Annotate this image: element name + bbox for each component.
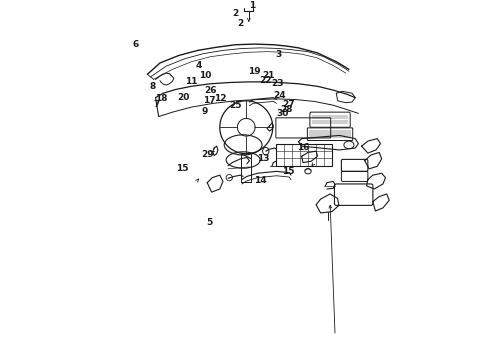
Text: 17: 17: [203, 96, 216, 105]
Text: 23: 23: [271, 80, 284, 89]
Text: 10: 10: [199, 72, 211, 81]
Text: 1: 1: [249, 1, 255, 10]
Text: 15: 15: [282, 167, 294, 176]
Text: 24: 24: [273, 91, 285, 100]
Text: 21: 21: [262, 72, 274, 81]
Text: 15: 15: [175, 165, 188, 174]
Text: 2: 2: [233, 9, 239, 18]
Text: 9: 9: [202, 107, 208, 116]
Text: 11: 11: [185, 77, 197, 86]
Text: 16: 16: [297, 143, 310, 152]
Text: 18: 18: [155, 94, 167, 103]
Text: 27: 27: [282, 100, 294, 109]
Text: 7: 7: [154, 100, 160, 109]
Text: 13: 13: [257, 154, 270, 163]
Text: 8: 8: [149, 82, 155, 91]
Text: 28: 28: [280, 105, 293, 114]
Text: 22: 22: [259, 76, 271, 85]
Text: 20: 20: [177, 93, 190, 102]
Text: 25: 25: [229, 100, 242, 109]
Text: 2: 2: [238, 19, 244, 28]
Bar: [276, 144, 332, 166]
Text: 19: 19: [248, 67, 261, 76]
Text: 4: 4: [196, 61, 202, 70]
Text: 12: 12: [214, 94, 227, 103]
Text: 5: 5: [206, 218, 213, 227]
Text: 3: 3: [276, 50, 282, 59]
Text: 14: 14: [254, 176, 267, 185]
Text: 26: 26: [204, 86, 217, 95]
Text: 30: 30: [276, 109, 289, 118]
Text: 29: 29: [201, 150, 214, 159]
Text: 6: 6: [132, 40, 139, 49]
